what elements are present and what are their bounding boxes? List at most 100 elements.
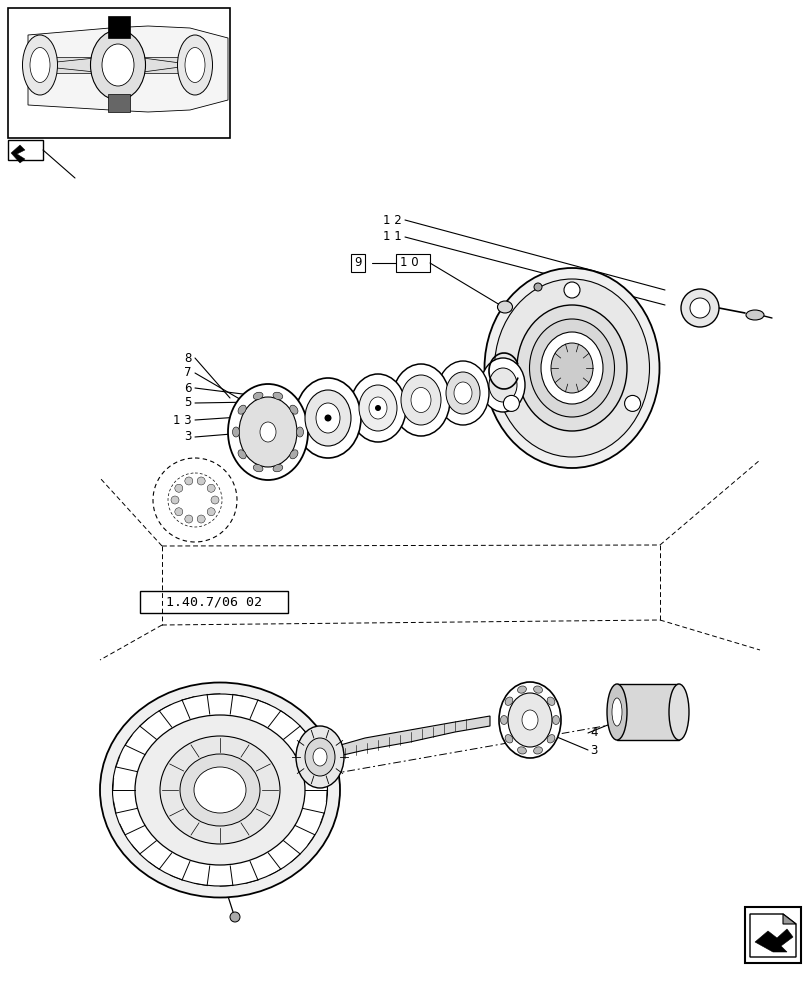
Circle shape (564, 282, 579, 298)
Circle shape (174, 484, 182, 492)
Ellipse shape (504, 697, 513, 705)
Text: 9: 9 (354, 256, 362, 269)
Ellipse shape (194, 767, 246, 813)
Ellipse shape (260, 422, 276, 442)
Ellipse shape (607, 684, 626, 740)
Ellipse shape (540, 332, 603, 404)
Circle shape (324, 414, 331, 422)
Circle shape (503, 395, 519, 411)
Ellipse shape (504, 735, 513, 743)
Ellipse shape (392, 364, 449, 436)
Ellipse shape (253, 392, 263, 400)
Ellipse shape (290, 405, 298, 414)
Ellipse shape (497, 301, 512, 313)
Text: 1 1: 1 1 (383, 231, 401, 243)
Bar (139, 591, 288, 613)
Ellipse shape (185, 47, 204, 83)
Text: 5: 5 (184, 396, 191, 410)
Ellipse shape (668, 684, 689, 740)
Text: 2: 2 (258, 848, 265, 860)
Text: 1 0: 1 0 (400, 256, 418, 269)
Ellipse shape (305, 390, 350, 446)
Ellipse shape (238, 450, 246, 459)
Ellipse shape (436, 361, 488, 425)
Ellipse shape (272, 464, 282, 472)
Ellipse shape (272, 392, 282, 400)
Text: 1: 1 (272, 822, 279, 834)
Bar (8, 140, 43, 160)
Ellipse shape (294, 378, 361, 458)
Ellipse shape (350, 374, 406, 442)
Polygon shape (782, 914, 795, 924)
Ellipse shape (551, 716, 559, 724)
Ellipse shape (533, 747, 542, 754)
Ellipse shape (500, 716, 507, 724)
Ellipse shape (296, 726, 344, 788)
Ellipse shape (517, 747, 526, 754)
Circle shape (171, 496, 178, 504)
Ellipse shape (102, 44, 134, 86)
Ellipse shape (305, 738, 335, 776)
Ellipse shape (745, 310, 763, 320)
Polygon shape (11, 145, 25, 163)
Ellipse shape (410, 387, 431, 412)
Circle shape (174, 508, 182, 516)
Circle shape (152, 458, 237, 542)
Ellipse shape (358, 385, 397, 431)
Circle shape (197, 515, 205, 523)
Text: 4: 4 (590, 726, 597, 740)
Text: 7: 7 (184, 366, 191, 379)
Ellipse shape (611, 698, 621, 726)
Bar (744, 907, 800, 963)
Circle shape (168, 473, 221, 527)
Ellipse shape (228, 384, 307, 480)
Circle shape (185, 477, 192, 485)
Polygon shape (329, 716, 489, 758)
Ellipse shape (517, 686, 526, 693)
Ellipse shape (232, 427, 239, 437)
Ellipse shape (689, 298, 709, 318)
Ellipse shape (534, 283, 541, 291)
Ellipse shape (30, 47, 50, 83)
Ellipse shape (445, 372, 479, 414)
Ellipse shape (315, 403, 340, 433)
Ellipse shape (494, 279, 649, 457)
Text: 8: 8 (184, 352, 191, 364)
Text: 1.40.7/06 02: 1.40.7/06 02 (165, 595, 262, 608)
Ellipse shape (529, 319, 614, 417)
Ellipse shape (100, 682, 340, 898)
Ellipse shape (401, 375, 440, 425)
Ellipse shape (453, 382, 471, 404)
Circle shape (230, 912, 240, 922)
Ellipse shape (533, 686, 542, 693)
Ellipse shape (238, 405, 246, 414)
Ellipse shape (484, 268, 659, 468)
Circle shape (624, 395, 640, 411)
Circle shape (197, 477, 205, 485)
Text: 3: 3 (184, 430, 191, 444)
Ellipse shape (90, 30, 145, 100)
Ellipse shape (521, 710, 538, 730)
Ellipse shape (160, 736, 280, 844)
Ellipse shape (23, 35, 58, 95)
Ellipse shape (488, 368, 517, 402)
Ellipse shape (517, 305, 626, 431)
Ellipse shape (312, 748, 327, 766)
Circle shape (185, 515, 192, 523)
Circle shape (375, 405, 380, 411)
Circle shape (207, 508, 215, 516)
Polygon shape (754, 929, 792, 952)
Ellipse shape (178, 35, 212, 95)
Bar (396, 254, 430, 272)
Ellipse shape (238, 397, 297, 467)
Ellipse shape (290, 450, 298, 459)
Polygon shape (749, 914, 795, 957)
Ellipse shape (135, 715, 305, 865)
Circle shape (207, 484, 215, 492)
Ellipse shape (499, 682, 560, 758)
Bar (8, 8, 230, 138)
Ellipse shape (180, 754, 260, 826)
Polygon shape (28, 26, 228, 112)
Bar (108, 94, 130, 112)
Text: 1 2: 1 2 (383, 214, 401, 227)
